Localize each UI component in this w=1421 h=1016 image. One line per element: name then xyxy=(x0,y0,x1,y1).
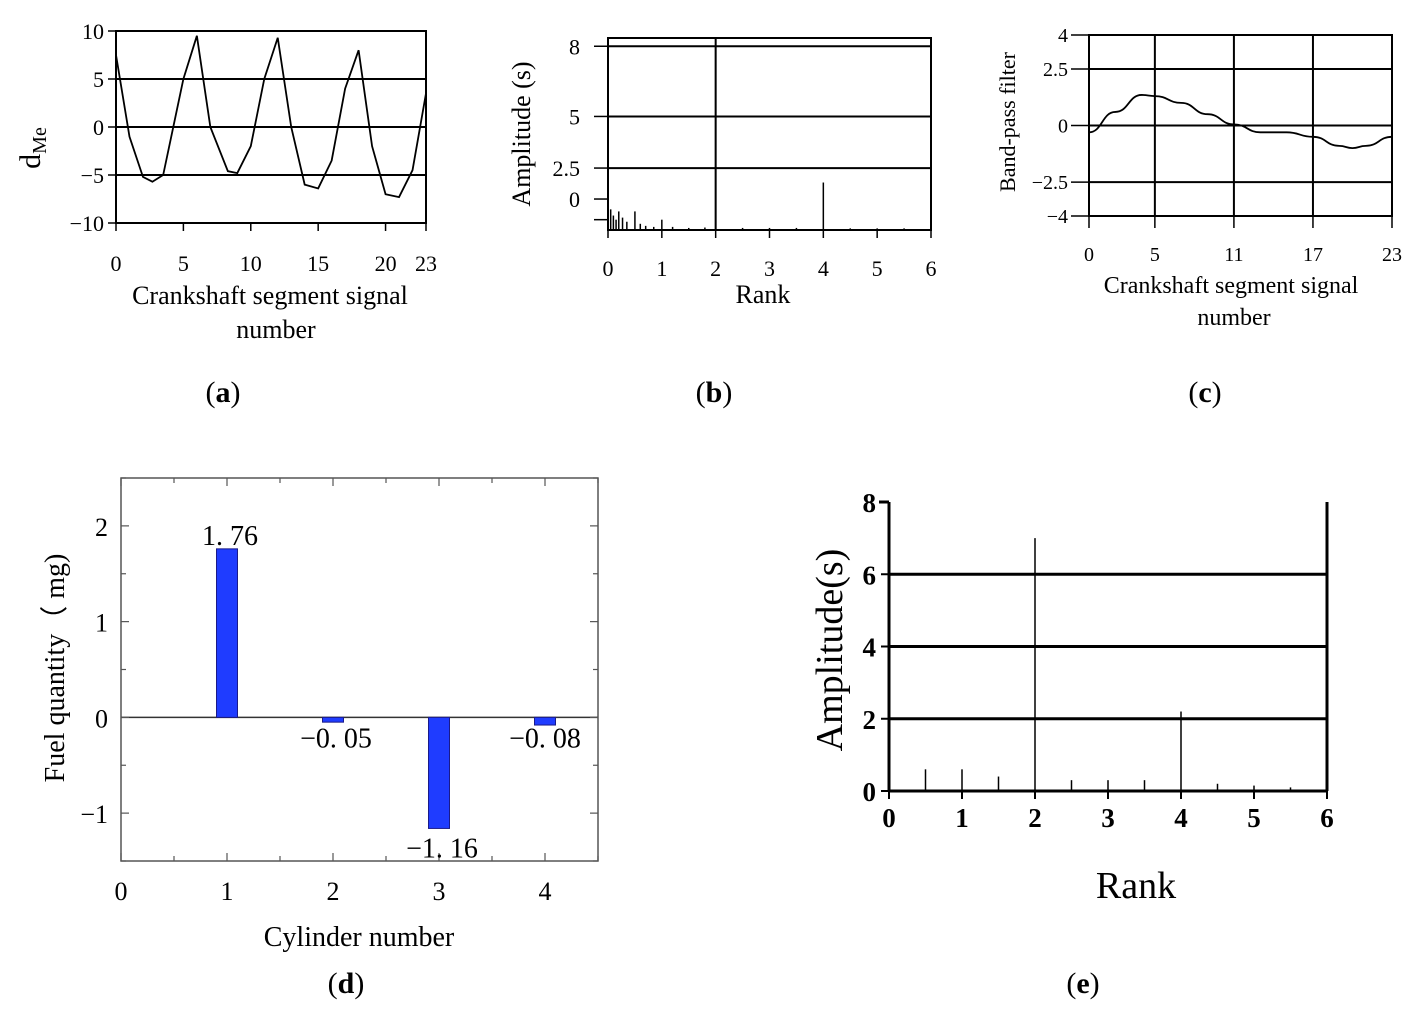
d-bar-value-label: −1. 16 xyxy=(406,833,478,864)
a-xlabel-line-2: number xyxy=(236,315,316,344)
c-ytick-label: −2.5 xyxy=(1032,172,1068,194)
d-bar-cylinder-2 xyxy=(322,716,344,723)
c-xlabel-line-1: Crankshaft segment signal xyxy=(1104,273,1359,299)
a-ylabel-sub: Me xyxy=(29,127,51,154)
c-xtick-label: 23 xyxy=(1382,244,1402,266)
e-ylabel: Amplitude(s) xyxy=(809,549,851,752)
c-ytick-label: 0 xyxy=(1058,116,1068,138)
a-xtick-label: 10 xyxy=(240,251,262,276)
b-xtick-label: 2 xyxy=(710,256,721,281)
e-xtick-label: 5 xyxy=(1247,803,1261,833)
a-series-line xyxy=(115,35,427,199)
e-xtick-label: 4 xyxy=(1174,803,1188,833)
a-ytick-label: 5 xyxy=(93,67,104,92)
b-ytick-label: 2.5 xyxy=(553,156,581,181)
b-ytick-label: 8 xyxy=(569,34,580,59)
a-xlabel-line-1: Crankshaft segment signal xyxy=(132,281,408,310)
d-bar-cylinder-1 xyxy=(216,548,238,718)
c-xtick-label: 0 xyxy=(1084,244,1094,266)
c-ytick-label: −4 xyxy=(1047,206,1068,228)
c-ytick-label: 4 xyxy=(1058,25,1068,47)
c-ytick-label: 2.5 xyxy=(1043,59,1068,81)
b-xtick-label: 4 xyxy=(818,256,829,281)
e-xtick-label: 0 xyxy=(882,803,896,833)
a-ytick-label: 10 xyxy=(82,19,104,44)
c-xtick-label: 11 xyxy=(1224,244,1243,266)
d-bar-cylinder-4 xyxy=(534,716,556,726)
b-ylabel: Amplitude (s) xyxy=(507,61,536,206)
panel-c: 4 2.5 0 −2.5 −4 0 5 11 17 23 Band-pass filter Crank… xyxy=(995,25,1402,409)
a-xtick-label: 20 xyxy=(375,251,397,276)
e-xtick-label: 3 xyxy=(1101,803,1115,833)
panel-b: 8 5 2.5 0 0 1 2 3 4 5 6 Amplitude (s) Rank (b) xyxy=(507,34,937,409)
c-xtick-label: 5 xyxy=(1150,244,1160,266)
d-ylabel: Fuel quantity（ mg) xyxy=(39,554,71,783)
d-bar-value-label: −0. 05 xyxy=(300,723,372,754)
c-ylabel: Band-pass filter xyxy=(995,51,1020,192)
d-xtick-label: 1 xyxy=(221,877,234,906)
d-ytick-label: −1 xyxy=(80,800,108,829)
a-ytick-label: −5 xyxy=(81,163,104,188)
b-xtick-label: 6 xyxy=(926,256,937,281)
panel-d: 2 1 0 −1 0 1 2 3 4 1. 76 −0. 05 −1. 16 −0. 08 Fuel qu… xyxy=(39,477,599,1000)
b-plot-frame xyxy=(607,37,932,231)
a-ylabel: dMe xyxy=(14,127,51,169)
b-panel-label: (b) xyxy=(696,376,733,409)
b-xtick-label: 1 xyxy=(656,256,667,281)
a-xtick-label: 15 xyxy=(307,251,329,276)
d-xtick-label: 4 xyxy=(539,877,552,906)
d-ytick-label: 0 xyxy=(95,704,108,733)
d-ytick-label: 2 xyxy=(95,513,108,542)
b-ytick-label: 0 xyxy=(569,187,580,212)
e-ytick-label: 4 xyxy=(863,633,877,663)
d-xtick-label: 0 xyxy=(115,877,128,906)
e-xlabel: Rank xyxy=(1096,865,1176,907)
c-series-line xyxy=(1088,94,1393,150)
a-xtick-label: 0 xyxy=(111,251,122,276)
e-xtick-label: 2 xyxy=(1028,803,1042,833)
a-ylabel-main: d xyxy=(14,154,47,169)
d-xlabel: Cylinder number xyxy=(264,922,455,953)
c-xtick-label: 17 xyxy=(1303,244,1323,266)
a-xtick-label: 23 xyxy=(415,251,437,276)
a-ytick-label: 0 xyxy=(93,115,104,140)
d-bar-cylinder-3 xyxy=(428,716,450,829)
e-xtick-label: 1 xyxy=(955,803,969,833)
e-panel-label: (e) xyxy=(1066,967,1099,1000)
b-ytick-label: 5 xyxy=(569,104,580,129)
c-panel-label: (c) xyxy=(1188,376,1221,409)
a-xtick-label: 5 xyxy=(178,251,189,276)
c-xlabel-line-2: number xyxy=(1197,305,1270,331)
e-xtick-label: 6 xyxy=(1320,803,1334,833)
d-bar-value-label: 1. 76 xyxy=(202,521,258,552)
b-xtick-label: 0 xyxy=(603,256,614,281)
d-plot-frame xyxy=(120,477,599,862)
b-xtick-label: 5 xyxy=(872,256,883,281)
e-ytick-label: 6 xyxy=(863,560,877,590)
panel-a: 10 5 0 −5 −10 0 5 10 15 20 23 dMe Crankshaft segment… xyxy=(14,19,437,409)
a-panel-label: (a) xyxy=(206,376,241,409)
d-xtick-label: 3 xyxy=(433,877,446,906)
e-ytick-label: 0 xyxy=(863,777,877,807)
d-bar-value-label: −0. 08 xyxy=(509,723,581,754)
e-ytick-label: 2 xyxy=(863,705,877,735)
d-panel-label: (d) xyxy=(328,967,365,1000)
d-ytick-label: 1 xyxy=(95,609,108,638)
d-xtick-label: 2 xyxy=(327,877,340,906)
b-xlabel: Rank xyxy=(736,280,791,309)
e-ytick-label: 8 xyxy=(863,488,877,518)
a-ytick-label: −10 xyxy=(70,211,104,236)
panel-e: 0 2 4 6 8 0 1 2 3 4 5 6 Amplitude(s) Rank (e) xyxy=(809,488,1334,1000)
b-xtick-label: 3 xyxy=(764,256,775,281)
